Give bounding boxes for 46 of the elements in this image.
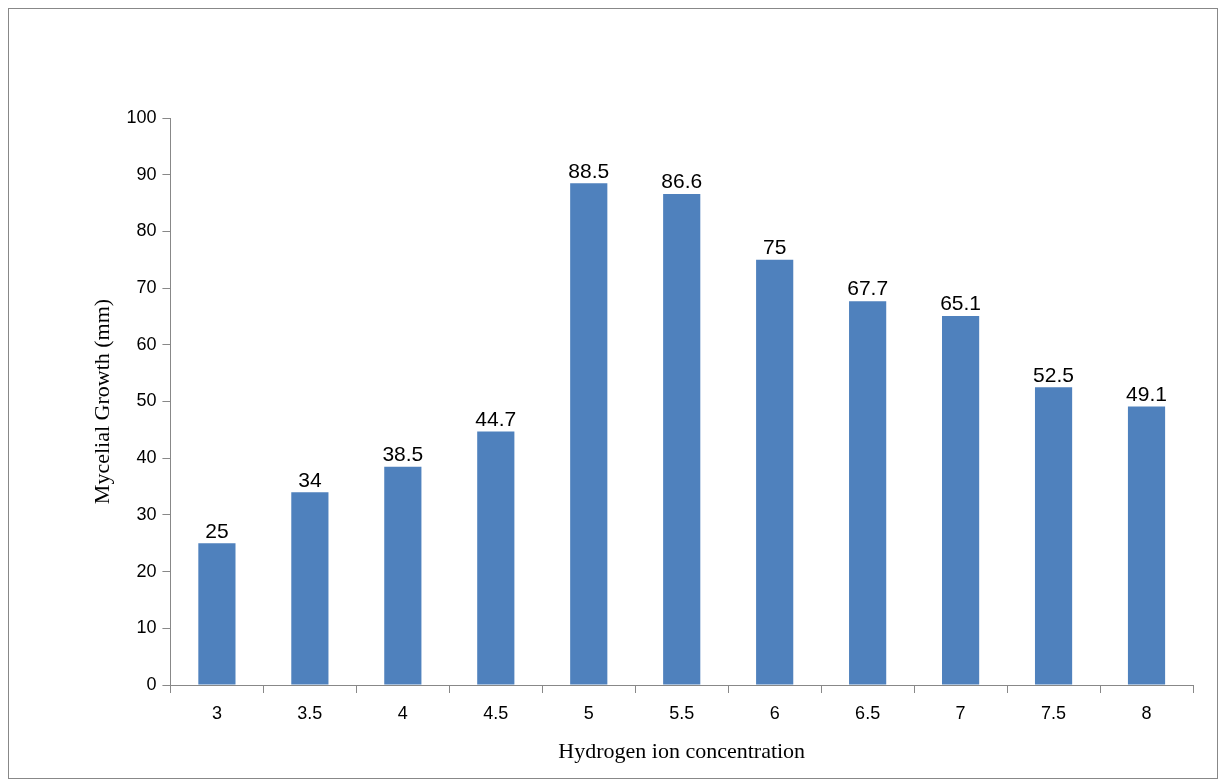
y-tick-label: 0 xyxy=(146,673,157,694)
bar xyxy=(291,492,329,685)
bar xyxy=(942,315,980,685)
data-label: 86.6 xyxy=(661,169,703,193)
bar xyxy=(849,301,887,685)
x-tick-label: 3.5 xyxy=(297,702,323,723)
bar xyxy=(477,431,515,685)
x-tick-label: 3 xyxy=(211,702,222,723)
bar xyxy=(384,466,422,685)
x-tick-label: 4.5 xyxy=(483,702,509,723)
y-tick-label: 90 xyxy=(136,163,157,184)
x-tick-label: 7.5 xyxy=(1041,702,1067,723)
bar xyxy=(756,259,794,685)
data-label: 67.7 xyxy=(847,276,889,300)
bar xyxy=(663,193,701,685)
x-tick-label: 6 xyxy=(769,702,780,723)
y-tick-label: 70 xyxy=(136,277,157,298)
y-tick-label: 10 xyxy=(136,617,157,638)
data-label: 25 xyxy=(205,518,229,542)
y-tick-label: 40 xyxy=(136,447,157,468)
bar xyxy=(198,543,236,685)
bar xyxy=(570,183,608,685)
data-label: 38.5 xyxy=(382,442,424,465)
bar xyxy=(1127,406,1166,685)
x-tick-label: 5.5 xyxy=(669,702,695,723)
x-axis-title: Hydrogen ion concentration xyxy=(558,737,806,763)
x-tick-label: 4 xyxy=(397,702,408,723)
y-tick-label: 60 xyxy=(136,333,157,354)
data-label: 65.1 xyxy=(940,291,982,315)
data-label: 44.7 xyxy=(475,406,517,430)
data-label: 49.1 xyxy=(1126,381,1167,405)
x-tick-label: 7 xyxy=(955,702,966,723)
x-tick-label: 8 xyxy=(1141,702,1152,723)
y-tick-label: 50 xyxy=(136,390,157,411)
y-axis-title: Mycelial Growth (mm) xyxy=(88,298,114,505)
y-tick-label: 20 xyxy=(136,560,157,581)
data-label: 34 xyxy=(298,467,322,491)
y-tick-label: 80 xyxy=(136,220,157,241)
y-tick-label: 30 xyxy=(136,503,157,524)
data-label: 75 xyxy=(763,235,787,259)
bar xyxy=(1034,387,1073,685)
x-tick-label: 5 xyxy=(583,702,594,723)
data-label: 52.5 xyxy=(1033,362,1074,386)
x-tick-label: 6.5 xyxy=(855,702,881,723)
y-tick-label: 100 xyxy=(126,106,157,127)
data-label: 88.5 xyxy=(568,158,610,182)
